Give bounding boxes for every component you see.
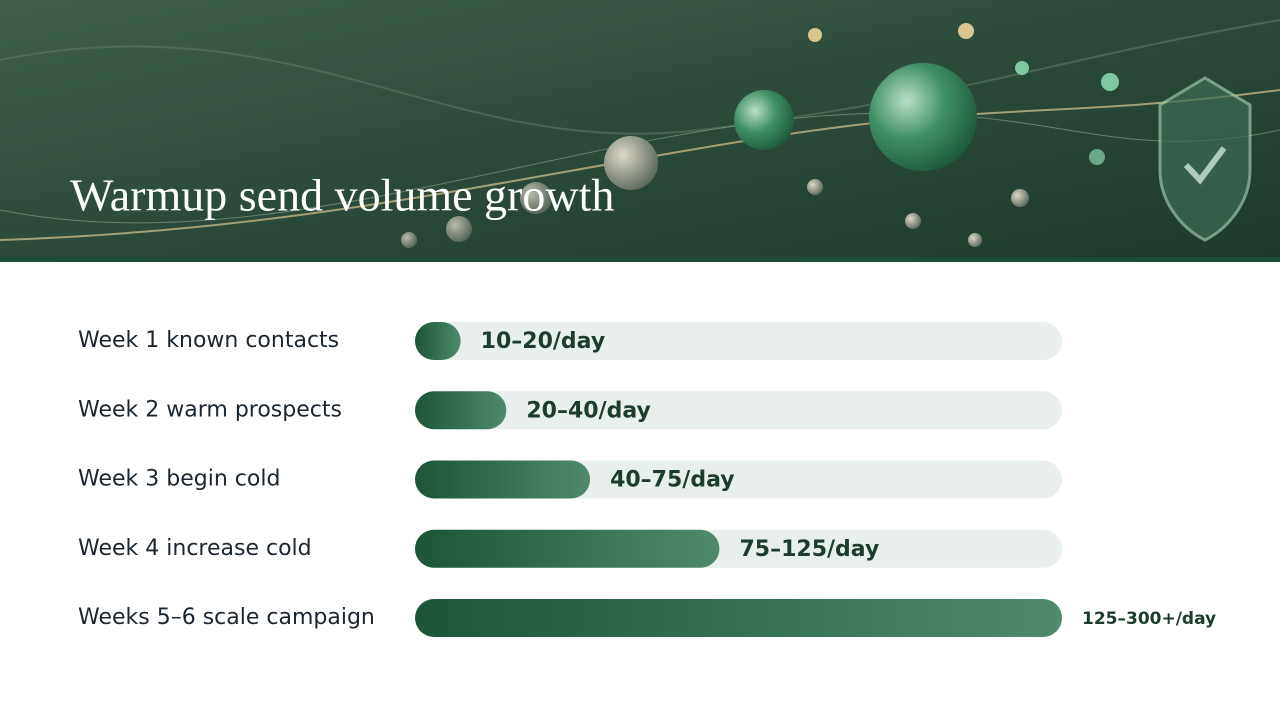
bar-track xyxy=(415,322,1062,360)
category-label: Week 3 begin cold xyxy=(78,467,280,492)
category-label: Week 1 known contacts xyxy=(78,328,339,353)
plot-area: Week 1 known contacts 10–20/day Week 2 war… xyxy=(78,322,1216,637)
value-label: 10–20/day xyxy=(481,329,606,354)
category-label: Weeks 5–6 scale campaign xyxy=(78,605,375,630)
value-label: 75–125/day xyxy=(739,537,879,562)
value-label: 40–75/day xyxy=(610,468,735,493)
bar-track xyxy=(415,391,1062,430)
banner xyxy=(0,0,1280,262)
category-label: Week 4 increase cold xyxy=(78,536,312,561)
chart-title: Warmup send volume growth xyxy=(70,170,614,221)
bar xyxy=(415,460,591,499)
bar xyxy=(415,529,720,568)
bar xyxy=(415,391,507,430)
bar xyxy=(415,322,461,360)
category-label: Week 2 warm prospects xyxy=(78,397,342,422)
value-label: 125–300+/day xyxy=(1082,609,1216,629)
value-label: 20–40/day xyxy=(526,398,651,423)
bar xyxy=(415,599,1062,637)
